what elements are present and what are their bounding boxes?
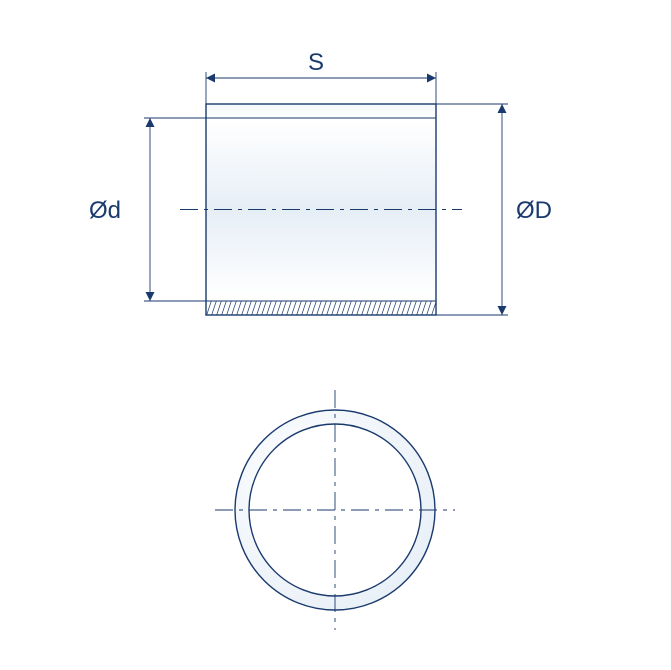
dim-label-D: ØD <box>516 197 552 224</box>
dim-label-s: S <box>308 49 324 76</box>
section-hatch <box>176 299 467 317</box>
side-view: S Ød ØD <box>89 49 552 317</box>
dim-label-d: Ød <box>89 197 121 224</box>
